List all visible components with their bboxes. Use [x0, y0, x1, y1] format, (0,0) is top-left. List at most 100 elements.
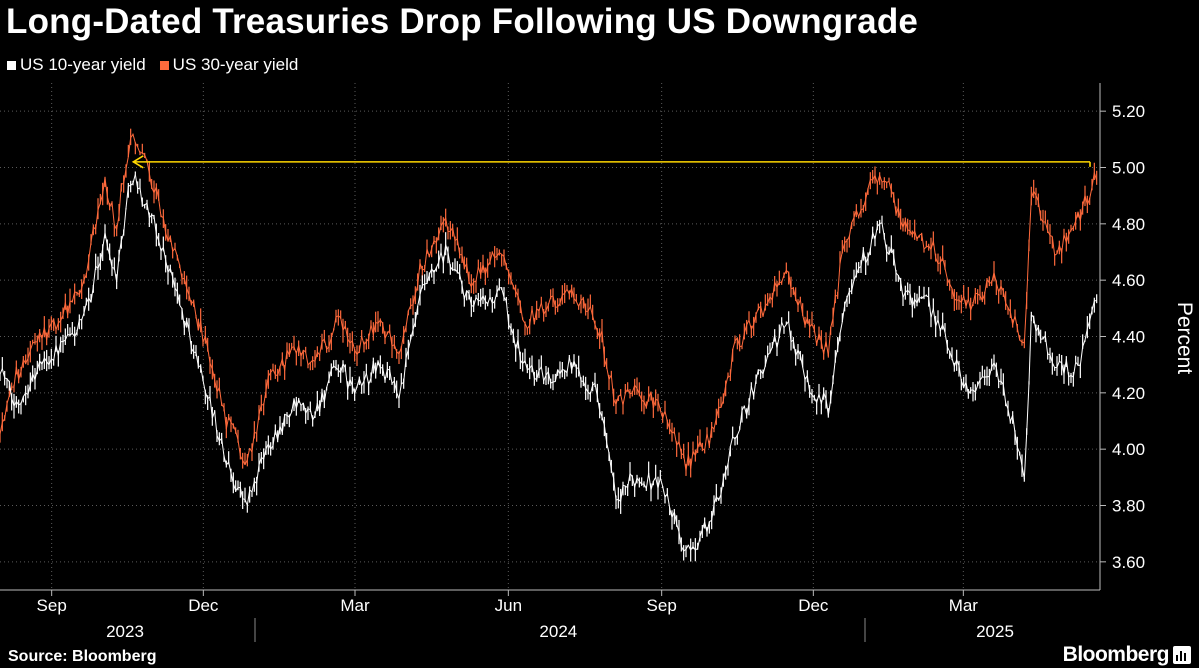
series-segment: [827, 399, 832, 416]
series-segment: [879, 175, 883, 183]
legend-label-10y: US 10-year yield: [20, 55, 146, 74]
series-segment: [438, 225, 442, 236]
series-segment: [797, 349, 801, 356]
series-segment: [939, 324, 944, 332]
series-segment: [853, 274, 857, 281]
series-segment: [603, 358, 608, 368]
series-segment: [127, 137, 132, 157]
series-segment: [363, 373, 367, 381]
series-segment: [382, 323, 386, 339]
series-segment: [456, 271, 461, 275]
series-segment: [965, 298, 969, 307]
series-segment: [552, 295, 556, 308]
series-segment: [1091, 172, 1095, 188]
series-segment: [487, 296, 491, 305]
series-segment: [778, 322, 783, 336]
series-segment: [188, 294, 192, 305]
series-segment: [379, 319, 384, 324]
series-segment: [202, 380, 206, 393]
series-segment: [909, 293, 913, 308]
series-segment: [594, 383, 598, 397]
series-segment: [916, 296, 920, 304]
series-segment: [515, 339, 519, 350]
series-segment: [743, 324, 748, 334]
series-segment: [475, 266, 479, 282]
series-segment: [1065, 234, 1070, 243]
series-segment: [596, 396, 601, 411]
series-segment: [132, 134, 136, 144]
series-segment: [316, 402, 321, 413]
series-segment: [788, 272, 792, 289]
series-segment: [256, 414, 260, 434]
series-segment: [594, 324, 598, 332]
series-segment: [298, 345, 302, 357]
series-segment: [764, 355, 769, 366]
series-segment: [914, 230, 918, 240]
series-segment: [293, 398, 297, 409]
series-segment: [53, 319, 57, 330]
series-segment: [935, 319, 939, 327]
series-segment: [319, 341, 323, 356]
series-segment: [83, 302, 87, 314]
series-segment: [195, 316, 199, 331]
series-segment: [393, 380, 398, 393]
series-segment: [669, 507, 673, 518]
series-segment: [1082, 195, 1086, 207]
series-segment: [286, 349, 290, 356]
series-segment: [1033, 317, 1037, 332]
y-axis-label: Percent: [1173, 302, 1196, 375]
series-segment: [468, 281, 472, 287]
legend-label-30y: US 30-year yield: [172, 55, 299, 74]
series-segment: [230, 472, 234, 484]
series-segment: [953, 359, 958, 367]
series-segment: [944, 268, 948, 280]
series-segment: [659, 410, 664, 419]
series-segment: [524, 323, 528, 329]
series-segment: [888, 181, 892, 192]
series-segment: [284, 349, 288, 371]
series-segment: [422, 268, 425, 271]
series-segment: [263, 448, 267, 460]
legend-swatch-30y: [159, 60, 169, 70]
series-segment: [32, 373, 36, 380]
series-segment: [890, 247, 895, 256]
series-segment: [302, 402, 307, 414]
series-segment: [919, 296, 922, 300]
series-segment: [907, 229, 911, 232]
series-segment: [993, 272, 997, 283]
series-segment: [39, 331, 43, 339]
series-segment: [758, 369, 761, 371]
series-segment: [214, 380, 218, 392]
series-segment: [1084, 328, 1088, 341]
series-segment: [389, 369, 393, 384]
series-segment: [291, 346, 295, 348]
series-segment: [431, 268, 435, 273]
series-segment: [428, 248, 433, 257]
series-segment: [78, 287, 83, 295]
series-segment: [505, 266, 510, 273]
series-segment: [424, 248, 428, 270]
series-segment: [83, 274, 87, 281]
series-segment: [372, 360, 377, 374]
series-segment: [36, 331, 41, 342]
series-segment: [169, 268, 174, 278]
series-segment: [694, 448, 699, 456]
series-segment: [1000, 285, 1004, 292]
series-segment: [804, 317, 808, 326]
series-segment: [466, 290, 470, 294]
series-segment: [540, 366, 545, 381]
series-segment: [736, 429, 741, 436]
series-segment: [277, 426, 281, 441]
series-segment: [937, 262, 941, 265]
series-segment: [963, 296, 967, 307]
series-segment: [29, 373, 34, 385]
series-segment: [137, 146, 141, 154]
series-segment: [837, 333, 841, 349]
series-segment: [438, 251, 442, 263]
series-segment: [218, 387, 223, 405]
series-segment: [809, 391, 813, 396]
series-segment: [200, 320, 204, 343]
series-segment: [704, 433, 708, 451]
series-segment: [1084, 195, 1088, 205]
series-segment: [634, 477, 638, 488]
